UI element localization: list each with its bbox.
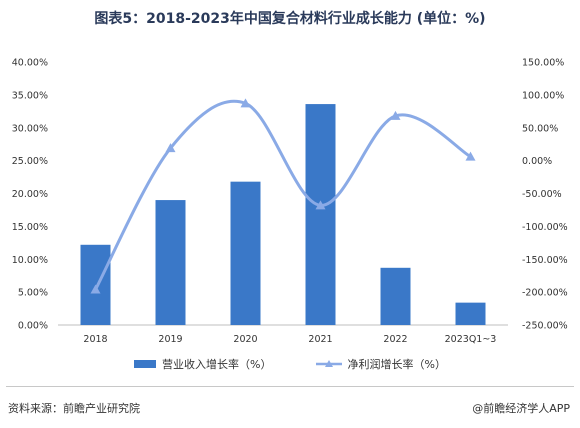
legend-swatch-bar [134,360,157,368]
line-point [240,98,251,108]
x-tick-label: 2019 [158,334,182,345]
right-tick-label: 50.00% [522,123,558,134]
right-tick-label: 150.00% [522,58,564,69]
footer-divider [6,386,574,387]
right-axis-ticks: -250.00% -200.00% -150.00% -100.00% -50.00% 0… [522,58,568,332]
legend-item-profit: 净利润增长率（%） [315,356,446,372]
line-point [315,200,326,210]
left-tick-label: 40.00% [12,58,48,69]
bar [380,267,411,325]
legend-label-profit: 净利润增长率（%） [347,358,446,371]
line-series-markers [90,98,476,294]
left-tick-label: 30.00% [12,123,48,134]
line-series-path [94,99,472,291]
right-tick-label: 0.00% [522,156,552,167]
x-tick-label: 2018 [83,334,107,345]
right-tick-label: -50.00% [522,189,562,200]
left-tick-label: 25.00% [12,156,48,167]
right-tick-label: -100.00% [522,222,568,233]
right-tick-label: 100.00% [522,90,564,101]
right-tick-label: -250.00% [522,321,568,332]
left-tick-label: 35.00% [12,90,48,101]
bar-series [80,104,486,325]
left-tick-label: 15.00% [12,222,48,233]
line-point [390,110,401,120]
x-axis-labels: 2018 2019 2020 2021 2022 2023Q1~3 [83,334,496,345]
x-tick-label: 2020 [233,334,257,345]
x-tick-label: 2021 [308,334,332,345]
right-tick-label: -200.00% [522,288,568,299]
source-note: 资料来源：前瞻产业研究院 [8,402,140,415]
legend-label-revenue: 营业收入增长率（%） [162,358,272,371]
combo-chart: 0.00% 5.00% 10.00% 15.00% 20.00% 25.00% 30.00%… [12,58,568,346]
line-point [165,143,176,153]
left-tick-label: 0.00% [18,321,48,332]
bar [155,200,186,325]
chart-title: 图表5：2018-2023年中国复合材料行业成长能力 (单位：%) [94,11,486,27]
legend-swatch-line [315,360,342,367]
legend-item-revenue: 营业收入增长率（%） [134,356,272,372]
bar [230,181,261,325]
x-tick-label: 2023Q1~3 [445,334,497,345]
x-tick-label: 2022 [383,334,407,345]
right-tick-label: -150.00% [522,255,568,266]
left-tick-label: 10.00% [12,255,48,266]
credit-note: @前瞻经济学人APP [472,402,570,415]
bar [305,104,336,325]
bar [455,302,486,325]
legend: 营业收入增长率（%） 净利润增长率（%） [0,356,580,372]
line-point [90,284,101,294]
line-point [465,151,476,161]
left-axis-ticks: 0.00% 5.00% 10.00% 15.00% 20.00% 25.00% 30.00%… [12,58,48,332]
left-tick-label: 5.00% [18,288,48,299]
left-tick-label: 20.00% [12,189,48,200]
